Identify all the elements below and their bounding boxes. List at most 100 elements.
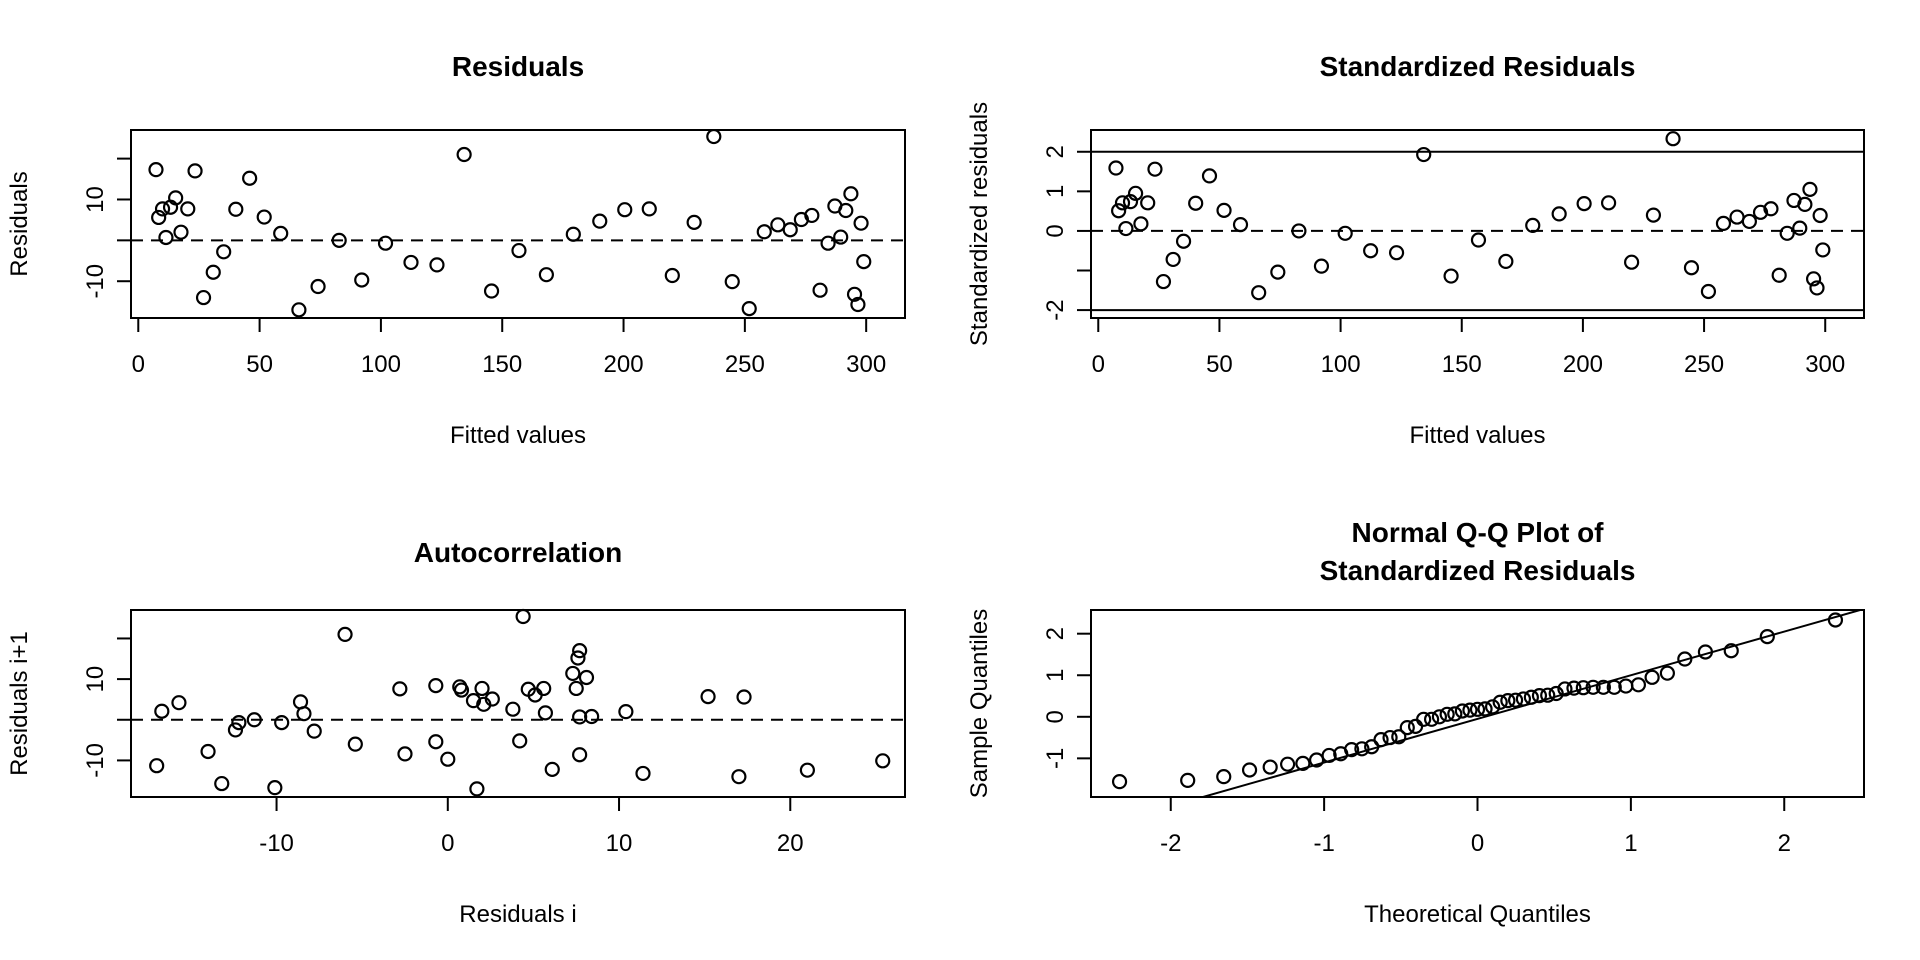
data-point (1515, 691, 1532, 707)
data-point (1645, 207, 1662, 223)
data-point (242, 170, 258, 186)
data-point (724, 274, 740, 290)
data-point (1133, 216, 1149, 232)
chart-title-line: Normal Q-Q Plot of (1352, 517, 1605, 548)
data-point (1759, 628, 1775, 645)
data-point (228, 201, 244, 217)
data-point (1595, 679, 1611, 695)
data-point (1763, 201, 1779, 217)
x-tick-label: 2 (1778, 830, 1791, 857)
y-tick-label: 0 (1042, 710, 1069, 723)
x-tick-label: 150 (1442, 351, 1482, 378)
data-point (1201, 168, 1218, 184)
data-point (1313, 258, 1330, 274)
data-point (843, 186, 859, 202)
y-axis-label: Residuals (6, 171, 33, 276)
plot-frame (1090, 129, 1865, 319)
y-tick-label: 0 (1042, 224, 1069, 237)
data-point (267, 780, 283, 796)
data-point (171, 695, 187, 711)
data-point (584, 708, 600, 725)
x-tick-label: -1 (1313, 830, 1334, 857)
data-point (1802, 181, 1818, 197)
data-point (1443, 268, 1459, 284)
data-point (428, 678, 444, 694)
data-point (1337, 225, 1353, 241)
x-tick-label: 300 (1805, 351, 1845, 378)
data-point (1715, 215, 1732, 232)
data-point (469, 781, 485, 797)
data-point (246, 712, 262, 728)
data-point (741, 301, 757, 317)
data-point (1677, 651, 1693, 667)
data-point (536, 680, 552, 697)
chart-title-line: Standardized Residuals (1320, 555, 1636, 586)
data-point (1470, 232, 1487, 248)
data-point (1382, 729, 1398, 746)
y-axis-label: Standardized residuals (966, 102, 993, 346)
data-point (377, 235, 394, 251)
x-tick-label: 100 (1321, 351, 1361, 378)
data-point (1462, 702, 1478, 718)
y-tick-label: 2 (1042, 145, 1069, 158)
x-axis-label: Fitted values (1409, 422, 1545, 449)
data-point (1771, 267, 1787, 283)
data-point (1391, 729, 1407, 745)
data-point (1624, 254, 1640, 270)
data-point (515, 608, 531, 625)
data-point (1114, 195, 1131, 211)
y-tick-label: 1 (1042, 185, 1069, 198)
data-point (195, 289, 212, 306)
data-point (1447, 706, 1463, 722)
data-point (1809, 280, 1825, 296)
data-point (148, 162, 164, 178)
data-point (875, 753, 891, 769)
panel-standardized: Standardized Residuals 0 50 100 150 200 250 300… (966, 51, 1865, 449)
data-point (512, 733, 528, 749)
data-point (403, 254, 419, 271)
data-point (273, 225, 289, 241)
y-axis-label: Sample Quantiles (966, 609, 993, 798)
data-point (214, 775, 230, 792)
data-point (1827, 612, 1844, 628)
data-point (216, 244, 232, 260)
y-tick-label: -10 (82, 743, 109, 778)
data-point (1364, 739, 1380, 755)
data-point (1741, 213, 1757, 230)
data-point (853, 215, 869, 231)
data-point (1812, 207, 1828, 224)
data-point (1165, 251, 1181, 268)
data-point (617, 202, 633, 218)
x-axis-label: Theoretical Quantiles (1364, 901, 1591, 928)
data-point (154, 703, 170, 719)
data-point (1492, 694, 1508, 710)
data-point (1606, 679, 1622, 695)
data-point (1216, 202, 1232, 218)
data-point (1321, 747, 1337, 764)
data-point (1270, 264, 1286, 280)
data-point (1531, 688, 1548, 704)
data-point (274, 715, 290, 731)
data-point (306, 723, 322, 739)
data-point (570, 650, 586, 666)
data-point (833, 229, 849, 245)
data-point (1498, 253, 1514, 270)
panel-autocorrelation: Autocorrelation -10 0 10 20 -10 10 Residuals i R… (6, 537, 906, 928)
y-tick-label: -2 (1042, 299, 1069, 320)
data-point (618, 704, 634, 720)
x-tick-label: 300 (846, 351, 886, 378)
y-axis-label: Residuals i+1 (6, 631, 33, 776)
y-tick-label: -1 (1042, 748, 1069, 769)
data-point (392, 681, 408, 697)
data-point (231, 715, 247, 731)
chart-title: Autocorrelation (414, 537, 622, 568)
data-point (1797, 196, 1813, 213)
data-point (1779, 225, 1795, 241)
data-point (310, 278, 326, 295)
data-point (1416, 711, 1432, 727)
data-point (291, 302, 307, 318)
data-point (1792, 220, 1808, 236)
plot-area (1199, 610, 1864, 797)
data-point (1147, 161, 1163, 177)
